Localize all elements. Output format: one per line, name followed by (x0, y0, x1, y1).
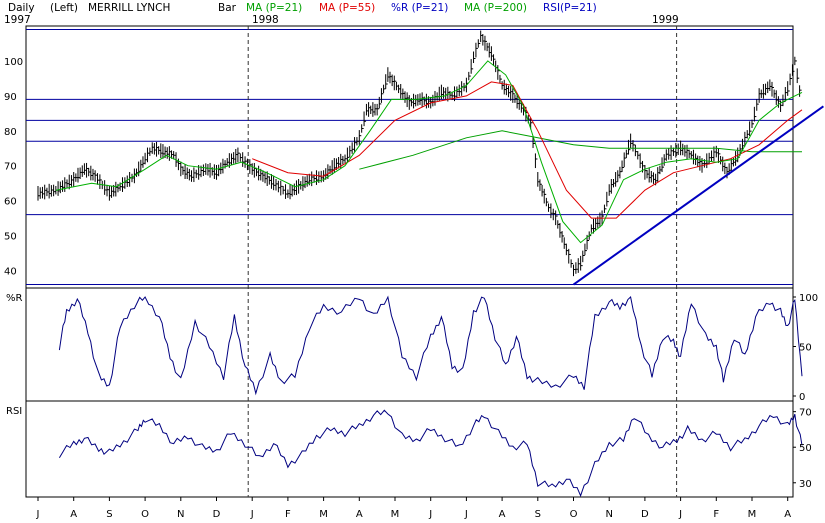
x-tick-label: O (570, 509, 578, 520)
x-tick-label: A (70, 509, 77, 520)
year-label: 1997 (4, 14, 31, 26)
x-tick-label: J (464, 509, 468, 520)
year-divider-layer (247, 26, 678, 497)
rsi-panel-frame (25, 400, 794, 498)
x-tick-label: N (605, 509, 612, 520)
y-tick-label: 0 (799, 392, 805, 403)
rsi-line (58, 409, 803, 498)
x-tick-label: F (713, 509, 719, 520)
y-tick-label: 70 (799, 408, 812, 419)
support-trend-line (572, 105, 824, 286)
williams-r-panel-title: %R (6, 293, 23, 304)
price-bars-layer (37, 30, 802, 277)
x-tick-label: D (213, 509, 221, 520)
x-tick-label: J (428, 509, 432, 520)
oscillator-layer (58, 295, 803, 498)
rsi-panel-title: RSI (6, 406, 22, 417)
legend-ma200: MA (P=200) (464, 2, 527, 14)
price-grid-layer (26, 28, 793, 286)
y-tick-label: 80 (4, 127, 17, 138)
axis-side-label: (Left) (50, 2, 78, 14)
x-tick-label: A (499, 509, 506, 520)
legend-ma55: MA (P=55) (319, 2, 375, 14)
x-tick-label: A (784, 509, 791, 520)
y-tick-label: 40 (4, 267, 17, 278)
x-tick-label: M (319, 509, 328, 520)
year-label: 1999 (652, 14, 679, 26)
x-tick-label: J (678, 509, 682, 520)
support-line-layer (572, 105, 824, 286)
period-label: Daily (8, 2, 35, 14)
x-tick-label: D (641, 509, 649, 520)
ma21-line (55, 60, 803, 244)
chart-header: Daily (Left) MERRILL LYNCH Bar MA (P=21)… (8, 2, 597, 14)
y-tick-label: 100 (4, 57, 23, 68)
x-tick-label: S (106, 509, 112, 520)
y-tick-label: 30 (799, 479, 812, 490)
ma200-line (359, 130, 802, 170)
year-labels: 1997 1998 1999 (4, 14, 679, 26)
x-tick-label: M (391, 509, 400, 520)
y-tick-label: 70 (4, 162, 17, 173)
x-tick-label: N (177, 509, 184, 520)
y-tick-labels-layer: 100 90 80 70 60 50 40 100 50 0 70 50 30 (4, 57, 818, 490)
moving-average-layer (55, 60, 803, 244)
y-tick-label: 50 (4, 232, 17, 243)
symbol-label: MERRILL LYNCH (88, 2, 170, 14)
y-tick-label: 100 (799, 293, 818, 304)
legend-ma21: MA (P=21) (246, 2, 302, 14)
year-label: 1998 (252, 14, 279, 26)
x-tick-label: O (141, 509, 149, 520)
legend-rsi: RSI(P=21) (543, 2, 597, 14)
ma55-line (252, 81, 803, 219)
y-tick-label: 50 (799, 343, 812, 354)
x-tick-label: A (356, 509, 363, 520)
x-tick-label: M (748, 509, 757, 520)
y-tick-label: 60 (4, 197, 17, 208)
x-tick-label: J (36, 509, 40, 520)
x-tick-label: S (535, 509, 541, 520)
legend-williams-r: %R (P=21) (391, 2, 448, 14)
y-tick-label: 50 (799, 443, 812, 454)
williams-r-line (58, 295, 803, 396)
x-tick-label: F (285, 509, 291, 520)
x-tick-label: J (250, 509, 254, 520)
chart-style-label: Bar (218, 2, 237, 14)
y-tick-label: 90 (4, 92, 17, 103)
